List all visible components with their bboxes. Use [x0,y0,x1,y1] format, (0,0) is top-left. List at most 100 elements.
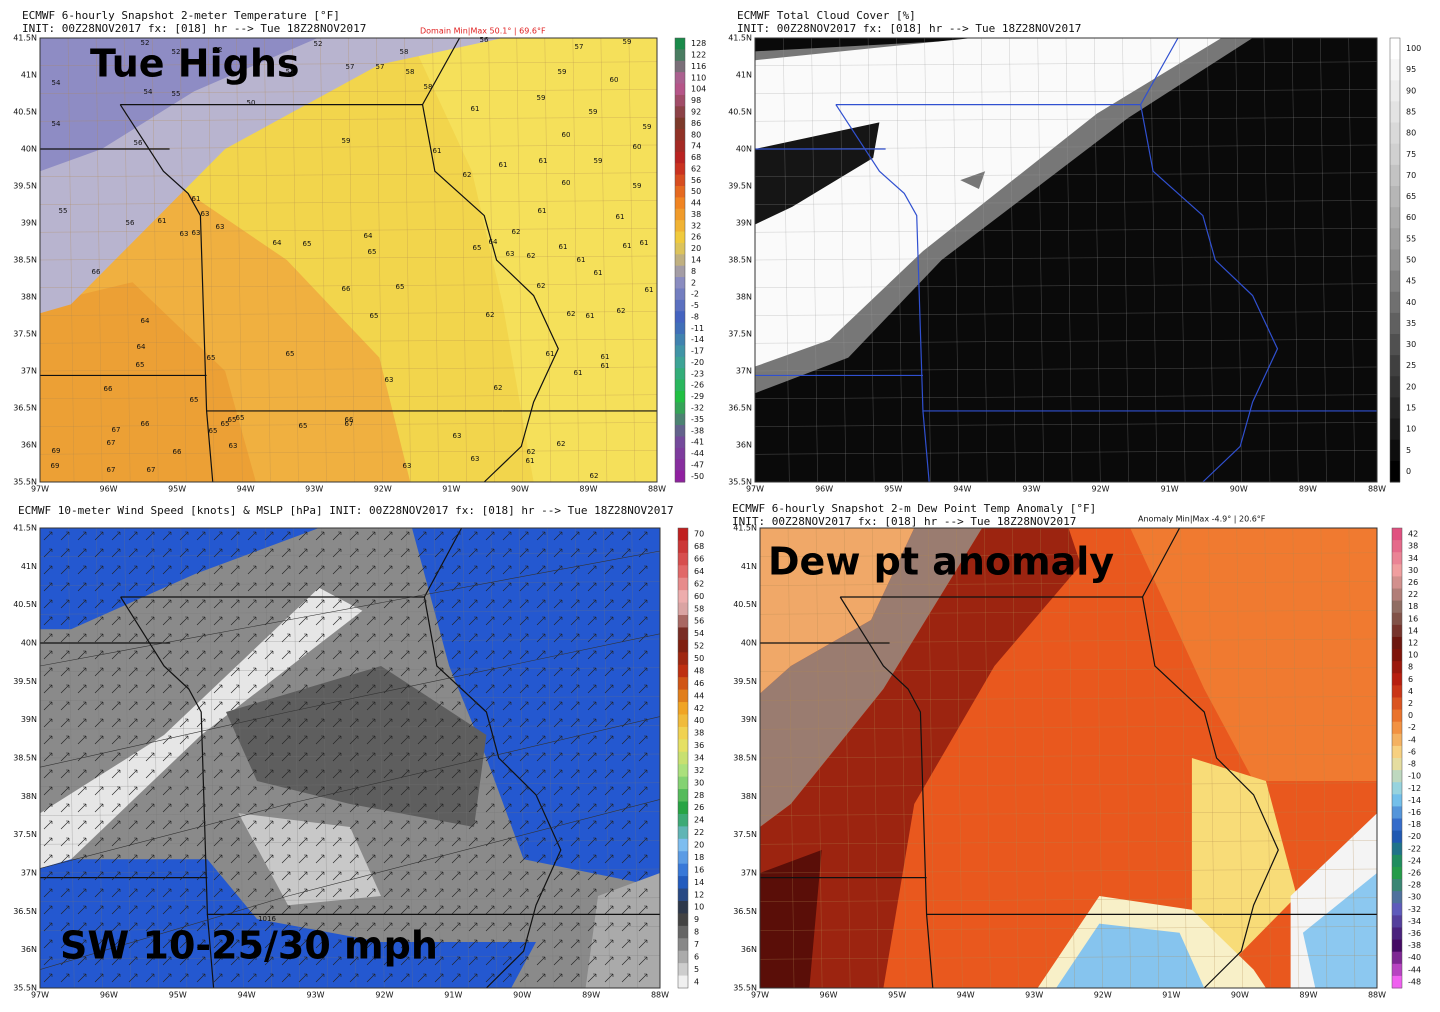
wind-arrow [400,633,410,643]
wind-arrow [383,769,393,779]
county-line [759,725,1378,730]
wind-arrow [145,769,155,779]
colorbar-cell [678,528,688,541]
colorbar-cell [675,94,685,107]
colorbar-cell [1392,673,1402,686]
map-region [760,528,983,827]
wind-arrow [536,599,546,609]
wind-arrow [196,701,206,711]
county-line [956,527,963,989]
wind-arrow [43,565,53,575]
wind-arrow [162,548,172,558]
wind-arrow [230,837,240,847]
wind-arrow [519,956,529,966]
wind-arrow [94,820,104,830]
colorbar-label: 0 [1408,711,1413,720]
county-line [815,527,823,989]
wind-arrow [196,752,206,762]
county-line [628,37,636,483]
colorbar-cell [675,345,685,358]
lat-label: 40.5N [728,108,752,117]
station-value: 63 [201,210,210,218]
wind-arrow [417,548,427,558]
county-line [1068,527,1075,989]
colorbar-label: 18 [1408,602,1418,611]
colorbar-cell [678,552,688,566]
county-line [1180,527,1187,989]
lat-label: 35.5N [728,478,752,487]
station-value: 60 [562,131,571,139]
wind-arrow [604,973,614,983]
wind-arrow [604,667,614,677]
wind-arrow [179,667,189,677]
colorbar-label: 80 [691,130,701,139]
wind-arrow [94,973,104,983]
colorbar-label: -16 [1408,808,1421,817]
wind-arrow [621,922,631,932]
wind-arrow [553,769,563,779]
colorbar-label: 50 [691,187,701,196]
county-line [754,144,1378,150]
county-line [754,366,1378,372]
wind-arrow [570,939,580,949]
wind-arrow [621,582,631,592]
wind-arrow [383,565,393,575]
colorbar-cell [1392,612,1402,626]
wind-arrow [570,531,580,541]
wind-arrow [60,752,70,762]
wind-arrow [417,803,427,813]
colorbar-label: -26 [691,381,704,390]
wind-arrow [604,735,614,745]
wind-arrow [43,803,53,813]
colorbar-label: 36 [694,741,704,750]
wind-arrow [60,888,70,898]
wind-arrow [383,956,393,966]
wind-arrow [383,616,393,626]
wind-arrow [264,735,274,745]
wind-arrow [281,650,291,660]
colorbar-cell [1392,588,1402,602]
wind-arrow [179,803,189,813]
wind-arrow [400,854,410,864]
county-line [39,725,661,730]
county-line [1124,527,1131,989]
wind-arrow [247,565,257,575]
wind-arrow [417,616,427,626]
station-value: 65 [299,422,308,430]
wind-arrow [434,786,444,796]
wind-arrow [400,650,410,660]
wind-arrow [213,905,223,915]
wind-arrow [179,820,189,830]
wind-arrow [247,922,257,932]
county-line [754,394,1378,399]
lon-label: 91W [1161,485,1179,494]
colorbar-cell [675,49,685,62]
wind-arrow [519,582,529,592]
county-line [39,366,658,372]
county-line [1040,527,1047,989]
wind-arrow [230,956,240,966]
wind-arrow [145,599,155,609]
wind-arrow [128,973,138,983]
wind-arrow [213,548,223,558]
wind-arrow [128,803,138,813]
wind-arrow [213,837,223,847]
lat-label: 37N [736,367,752,376]
lat-label: 39.5N [13,182,37,191]
county-line [759,897,1378,902]
wind-arrow [536,922,546,932]
county-line [631,527,639,989]
county-line [572,37,580,483]
wind-arrow [502,650,512,660]
colorbar-cell [678,764,688,778]
wind-arrow [519,718,529,728]
colorbar-label: -14 [691,335,704,344]
panel-title: ECMWF Total Cloud Cover [%] [737,9,916,22]
wind-arrow [94,837,104,847]
colorbar-cell [675,151,685,164]
wind-arrow [519,650,529,660]
wind-arrow [196,956,206,966]
wind-arrow [315,803,325,813]
wind-arrow [43,548,53,558]
county-line [1263,37,1271,483]
